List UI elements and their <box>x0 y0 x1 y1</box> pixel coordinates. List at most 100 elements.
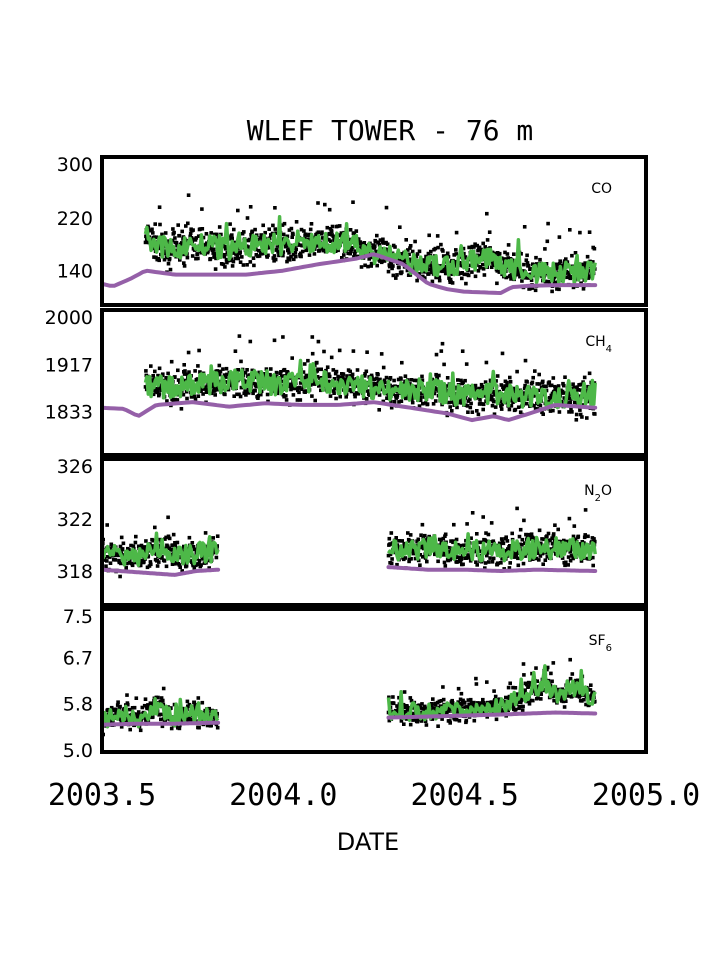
observation-point <box>536 696 540 700</box>
observation-point <box>469 401 473 406</box>
observation-point <box>395 273 399 277</box>
smoothed-line <box>100 697 220 729</box>
observation-point <box>282 221 287 226</box>
observation-point <box>236 256 240 261</box>
observation-point <box>337 348 342 353</box>
observation-point <box>582 375 587 380</box>
observation-point <box>493 393 497 397</box>
observation-point <box>389 531 394 535</box>
observation-point <box>570 672 575 676</box>
observation-point <box>479 549 483 553</box>
observation-point <box>399 377 403 381</box>
observation-point <box>502 709 506 714</box>
observation-point <box>109 542 114 547</box>
observation-point <box>402 690 407 694</box>
observation-point <box>299 227 304 232</box>
observation-point <box>545 667 549 672</box>
observation-point <box>132 705 137 710</box>
observation-point <box>459 557 464 561</box>
observation-point <box>468 559 473 563</box>
observation-point <box>537 528 542 533</box>
observation-point <box>176 378 181 382</box>
observation-point <box>553 388 558 393</box>
observation-point <box>254 384 259 389</box>
observation-point <box>313 398 317 403</box>
observation-point <box>304 248 309 253</box>
observation-point <box>154 235 159 239</box>
observation-point <box>106 707 110 712</box>
observation-point <box>321 247 326 251</box>
y-tick-label: 326 <box>57 456 93 478</box>
observation-point <box>461 543 466 548</box>
observation-point <box>551 693 556 697</box>
observation-point <box>559 540 563 544</box>
observation-point <box>244 393 248 397</box>
observation-point <box>186 193 191 197</box>
observation-point <box>460 271 464 275</box>
observation-point <box>406 248 410 252</box>
observation-point <box>547 279 552 284</box>
observation-point <box>373 239 378 244</box>
observation-point <box>327 374 332 379</box>
observation-point <box>409 557 413 561</box>
smoothed-line <box>387 532 597 563</box>
observation-point <box>412 378 417 383</box>
observation-point <box>391 264 395 268</box>
observation-point <box>286 370 290 375</box>
observation-point <box>175 398 180 402</box>
observation-point <box>448 277 453 282</box>
observation-point <box>583 265 588 269</box>
observation-point <box>478 397 482 402</box>
observation-point <box>541 379 545 384</box>
observation-point <box>473 274 478 279</box>
observation-point <box>285 234 290 239</box>
observation-point <box>127 548 131 552</box>
observation-point <box>146 703 151 708</box>
observation-point <box>159 388 163 392</box>
observation-point <box>491 539 496 543</box>
observation-point <box>458 697 463 702</box>
observation-point <box>467 702 471 707</box>
observation-point <box>347 382 352 387</box>
observation-point <box>155 564 160 568</box>
observation-point <box>499 383 504 387</box>
observation-point <box>187 702 192 707</box>
observation-point <box>171 227 175 231</box>
observation-point <box>499 407 504 411</box>
observation-point <box>163 231 168 235</box>
observation-point <box>280 379 284 384</box>
observation-point <box>459 543 463 548</box>
observation-point <box>218 369 223 374</box>
observation-point <box>458 261 462 265</box>
observation-point <box>578 408 582 412</box>
observation-point <box>393 245 397 249</box>
observation-point <box>508 375 512 380</box>
observation-point <box>222 253 226 257</box>
observation-point <box>475 409 479 413</box>
observation-point <box>524 401 529 406</box>
observation-point <box>118 717 123 722</box>
observation-point <box>384 375 389 380</box>
observation-point <box>359 265 364 269</box>
species-label: CO <box>591 181 612 197</box>
observation-point <box>504 275 508 280</box>
observation-point <box>196 256 200 261</box>
observation-point <box>562 705 567 709</box>
observation-point <box>504 535 508 539</box>
observation-point <box>554 262 559 267</box>
observation-point <box>212 716 216 720</box>
observation-point <box>520 279 524 283</box>
observation-point <box>136 713 141 717</box>
observation-point <box>483 380 488 384</box>
observation-point <box>561 699 566 704</box>
observation-point <box>118 544 123 549</box>
observation-point <box>377 243 382 247</box>
observation-point <box>163 719 168 723</box>
observation-point <box>272 338 277 343</box>
observation-point <box>200 207 204 211</box>
observation-point <box>172 562 177 566</box>
observation-point <box>520 543 524 547</box>
x-tick-label: 2003.5 <box>48 778 156 813</box>
observation-point <box>146 554 151 558</box>
